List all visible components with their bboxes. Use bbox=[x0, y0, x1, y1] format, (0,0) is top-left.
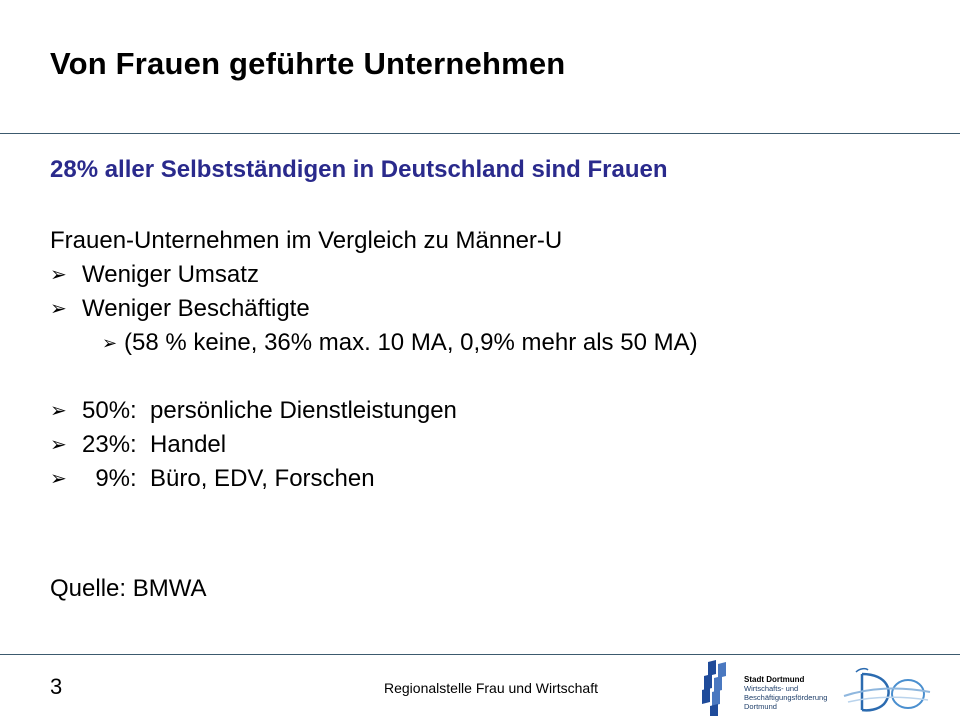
bullet-item: ➢ Weniger Umsatz bbox=[50, 258, 930, 292]
stadt-dortmund-logo-icon bbox=[702, 660, 726, 716]
stat-item: ➢ 50%: persönliche Dienstleistungen bbox=[50, 394, 930, 428]
logo-line: Beschäftigungsförderung bbox=[744, 693, 828, 702]
arrow-bullet-icon: ➢ bbox=[50, 468, 67, 490]
intro-line: Frauen-Unternehmen im Vergleich zu Männe… bbox=[50, 227, 563, 254]
footer-organization: Regionalstelle Frau und Wirtschaft bbox=[384, 680, 598, 696]
logo-line: Dortmund bbox=[744, 702, 777, 711]
slide-content: Frauen-Unternehmen im Vergleich zu Männe… bbox=[50, 224, 930, 496]
logo-title: Stadt Dortmund bbox=[744, 675, 805, 684]
arrow-bullet-icon: ➢ bbox=[50, 434, 67, 456]
arrow-bullet-icon: ➢ bbox=[50, 264, 67, 286]
stat-item: ➢ 9%: Büro, EDV, Forschen bbox=[50, 462, 930, 496]
source-note: Quelle: BMWA bbox=[50, 575, 207, 602]
arrow-bullet-icon: ➢ bbox=[50, 298, 67, 320]
slide-title: Von Frauen geführte Unternehmen bbox=[50, 46, 566, 81]
footer-divider bbox=[0, 654, 960, 655]
sub-bullet-item: ➢ (58 % keine, 36% max. 10 MA, 0,9% mehr … bbox=[50, 326, 930, 360]
sub-bullet-text: (58 % keine, 36% max. 10 MA, 0,9% mehr a… bbox=[124, 329, 698, 356]
header-divider bbox=[0, 133, 960, 134]
bullet-item: ➢ Weniger Beschäftigte bbox=[50, 292, 930, 326]
do-swoosh-logo-icon bbox=[843, 667, 931, 712]
bullet-text: Weniger Umsatz bbox=[82, 261, 259, 288]
bullet-text: Weniger Beschäftigte bbox=[82, 295, 310, 322]
stat-text: 50%: persönliche Dienstleistungen bbox=[82, 397, 457, 424]
stadt-dortmund-logo-text: Stadt Dortmund Wirtschafts- und Beschäft… bbox=[744, 675, 827, 711]
page-number: 3 bbox=[50, 674, 63, 699]
stat-text: 23%: Handel bbox=[82, 431, 227, 458]
stat-item: ➢ 23%: Handel bbox=[50, 428, 930, 462]
logo-line: Wirtschafts- und bbox=[744, 684, 799, 693]
stat-text: 9%: Büro, EDV, Forschen bbox=[82, 465, 375, 492]
arrow-bullet-icon: ➢ bbox=[102, 333, 118, 353]
slide-subtitle: 28% aller Selbstständigen in Deutschland… bbox=[50, 156, 668, 183]
spacer bbox=[50, 360, 930, 394]
arrow-bullet-icon: ➢ bbox=[50, 400, 67, 422]
